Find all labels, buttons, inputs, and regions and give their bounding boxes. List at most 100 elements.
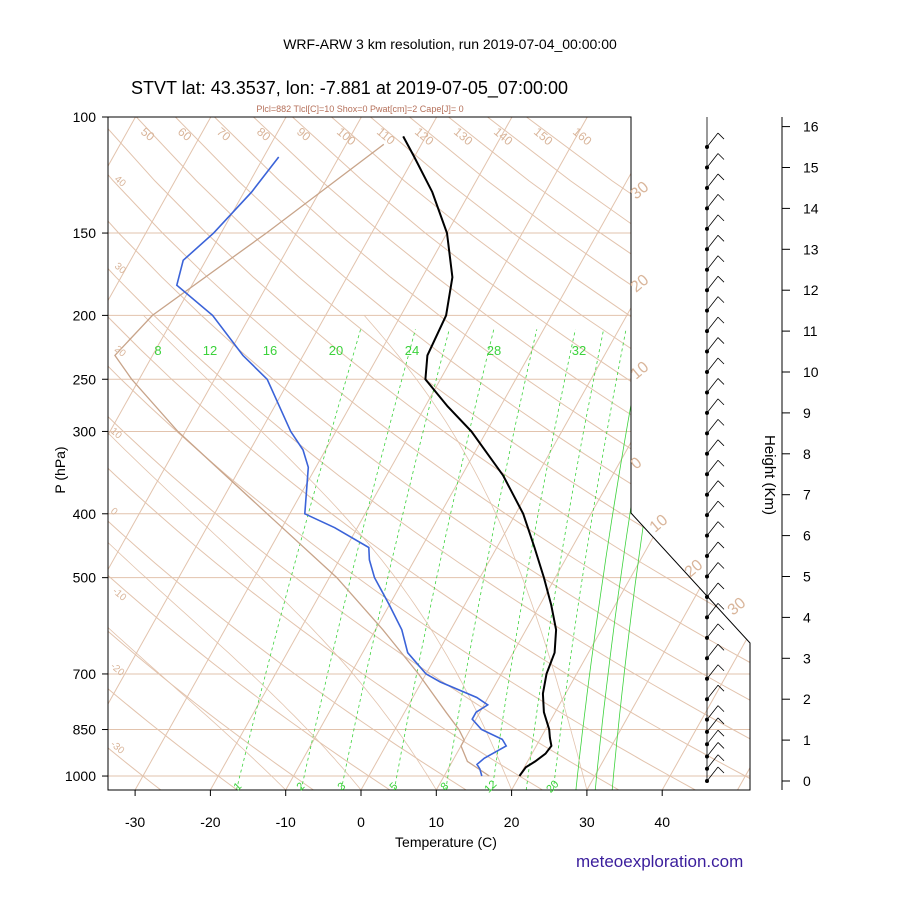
barb-flag (717, 664, 725, 672)
wind-barbs (705, 117, 725, 783)
barb-flag (717, 337, 725, 344)
isotherm-line (435, 117, 750, 790)
dry-adiabat (108, 117, 750, 790)
mixing-ratio-label: 12 (482, 778, 499, 795)
height-tick-label: 8 (803, 446, 811, 462)
barb-flag (717, 729, 725, 737)
barb-flag (717, 357, 725, 365)
moist-adiabat (108, 315, 437, 790)
y-tick-label: 300 (73, 423, 97, 439)
barb-flag (717, 173, 725, 181)
barb-flag (717, 255, 725, 263)
barb-shaft (706, 729, 719, 745)
theta-label: 30 (725, 595, 750, 620)
moist-adiabat (363, 315, 588, 790)
barb-shaft (706, 194, 719, 209)
barb-shaft (706, 296, 719, 311)
dry-adiabat (409, 117, 750, 790)
barb-shaft (706, 439, 719, 455)
mixing-ratio-label: 28 (487, 343, 501, 358)
theta-label: 0 (628, 454, 646, 473)
barb-flag (717, 644, 725, 651)
parcel-line (114, 143, 490, 777)
theta-label: 40 (112, 174, 128, 190)
dry-adiabat (108, 117, 696, 790)
theta-label: 110 (374, 125, 398, 148)
barb-flag (717, 623, 725, 631)
barb-flag (717, 316, 725, 324)
barb-flag (717, 541, 725, 549)
height-tick-label: 0 (803, 773, 811, 789)
height-tick-label: 12 (803, 282, 819, 298)
barb-shaft (706, 541, 719, 557)
mixing-ratio-label: 8 (438, 780, 451, 793)
barb-shaft (706, 316, 719, 332)
barb-shaft (706, 717, 719, 733)
barb-flag (717, 500, 725, 508)
isotherm-line (360, 117, 739, 790)
isotherm-line (134, 117, 513, 790)
brand-link[interactable]: meteoexploration.com (576, 852, 744, 871)
barb-shaft (706, 419, 719, 434)
theta-label: 30 (112, 261, 128, 277)
y-tick-label: 200 (73, 307, 97, 323)
theta-label: 0 (108, 506, 120, 518)
barb-shaft (706, 754, 719, 769)
dry-adiabat (108, 117, 750, 790)
mixing-ratio-label: 16 (263, 343, 277, 358)
barb-flag (717, 419, 725, 426)
dewpoint-line (175, 156, 508, 777)
mixing-ratio-line (300, 329, 416, 790)
sounding-params: Plcl=882 Tlcl[C]=10 Shox=0 Pwat[cm]=2 Ca… (256, 104, 464, 114)
barb-shaft (706, 562, 719, 577)
theta-label: 20 (112, 344, 128, 360)
theta-label: -30 (108, 739, 126, 757)
dry-adiabat (526, 117, 750, 790)
barb-flag (717, 275, 725, 283)
barb-shaft (706, 684, 719, 700)
height-tick-label: 11 (803, 323, 818, 339)
barb-shaft (706, 644, 719, 659)
y-tick-label: 100 (73, 109, 97, 125)
mixing-ratio-label: 20 (329, 343, 343, 358)
height-tick-label: 1 (803, 732, 811, 748)
x-tick-label: 40 (654, 814, 670, 830)
mixing-ratio-label: 12 (203, 343, 217, 358)
dry-adiabat (108, 117, 162, 790)
isotherm-line (511, 117, 750, 790)
height-tick-label: 7 (803, 487, 811, 503)
barb-shaft (706, 480, 719, 495)
isotherm-line (108, 117, 287, 790)
dry-adiabat (108, 117, 467, 790)
barb-flag (717, 562, 725, 569)
barb-shaft (706, 500, 719, 516)
barb-shaft (706, 153, 719, 168)
theta-label: 10 (647, 512, 672, 537)
barb-flag (717, 766, 725, 774)
barb-shaft (706, 603, 719, 618)
x-axis-label: Temperature (C) (395, 834, 497, 850)
barb-flag (717, 235, 725, 242)
theta-label: 160 (570, 125, 595, 149)
barb-flag (717, 296, 725, 303)
barb-shaft (706, 742, 719, 757)
barb-shaft (706, 275, 719, 291)
height-tick-label: 3 (803, 650, 811, 666)
theta-label: 10 (108, 426, 124, 442)
barb-shaft (706, 623, 719, 639)
y-tick-label: 250 (73, 371, 97, 387)
mixing-ratio-line (594, 329, 661, 790)
theta-label: 90 (294, 125, 313, 145)
barb-shaft (706, 235, 719, 250)
barb-shaft (706, 255, 719, 270)
mixing-ratio-line (340, 329, 450, 790)
moist-adiabat (143, 315, 512, 790)
height-tick-label: 10 (803, 364, 819, 380)
dry-adiabat (0, 117, 84, 790)
barb-flag (717, 214, 725, 222)
isotherm-line (108, 117, 212, 790)
theta-label: 130 (451, 125, 476, 149)
dry-adiabat (253, 117, 750, 790)
height-tick-label: 2 (803, 691, 811, 707)
dry-adiabat (108, 117, 750, 790)
